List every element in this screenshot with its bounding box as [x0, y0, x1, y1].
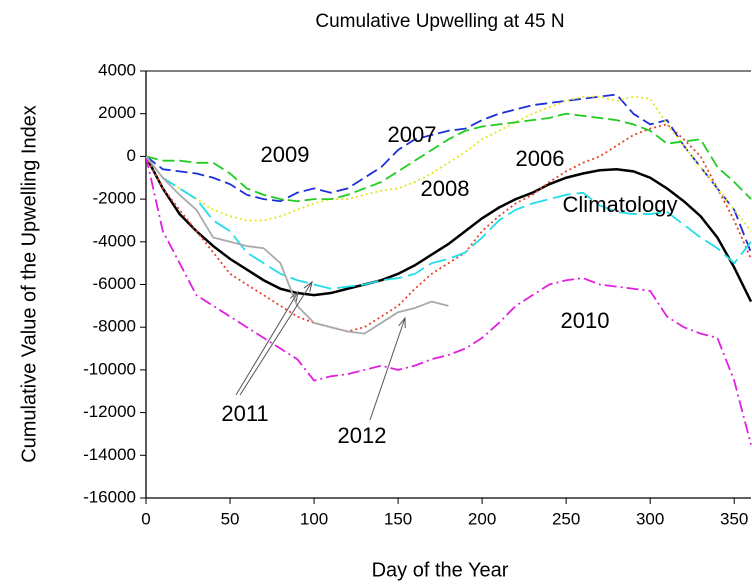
series-annotation: 2008 [421, 176, 470, 201]
chart-title: Cumulative Upwelling at 45 N [315, 11, 564, 32]
series-line [146, 155, 752, 303]
y-tick-label: -2000 [93, 189, 136, 208]
series-line [146, 156, 752, 445]
arrow [369, 317, 406, 421]
y-tick-label: -14000 [83, 445, 136, 464]
x-axis-label: Day of the Year [372, 559, 509, 581]
y-tick-label: -4000 [93, 231, 136, 250]
x-tick-label: 350 [720, 509, 748, 528]
arrow [235, 291, 299, 396]
y-axis-label: Cumulative Value of the Upwelling Index [18, 105, 40, 463]
y-tick-label: 0 [127, 146, 136, 165]
x-tick-label: 200 [468, 509, 496, 528]
series-line [146, 112, 752, 203]
series-annotation: Climatology [563, 192, 678, 217]
series-annotation: 2007 [388, 122, 437, 147]
series-annotation: 2006 [516, 146, 565, 171]
series-annotation: 2012 [338, 423, 387, 448]
y-tick-label: -10000 [83, 359, 136, 378]
x-tick-label: 100 [300, 509, 328, 528]
x-tick-label: 50 [221, 509, 240, 528]
series-line [146, 93, 752, 253]
y-tick-label: -6000 [93, 274, 136, 293]
series-line [146, 123, 752, 333]
series-line [146, 155, 449, 335]
series-annotation: 2011 [221, 401, 268, 426]
series-line [146, 155, 752, 290]
arrow-head [303, 280, 313, 292]
y-tick-label: 2000 [98, 103, 136, 122]
y-tick-label: -16000 [83, 487, 136, 506]
series-annotation: 2010 [561, 308, 610, 333]
y-tick-label: -8000 [93, 317, 136, 336]
arrow [239, 281, 313, 396]
y-tick-label: -12000 [83, 402, 136, 421]
x-tick-label: 300 [636, 509, 664, 528]
x-tick-label: 250 [552, 509, 580, 528]
arrow-head [289, 290, 299, 302]
x-tick-label: 0 [141, 509, 150, 528]
x-tick-label: 150 [384, 509, 412, 528]
series-annotation: 2009 [261, 142, 310, 167]
y-tick-label: 4000 [98, 60, 136, 79]
arrow-head [398, 316, 406, 329]
